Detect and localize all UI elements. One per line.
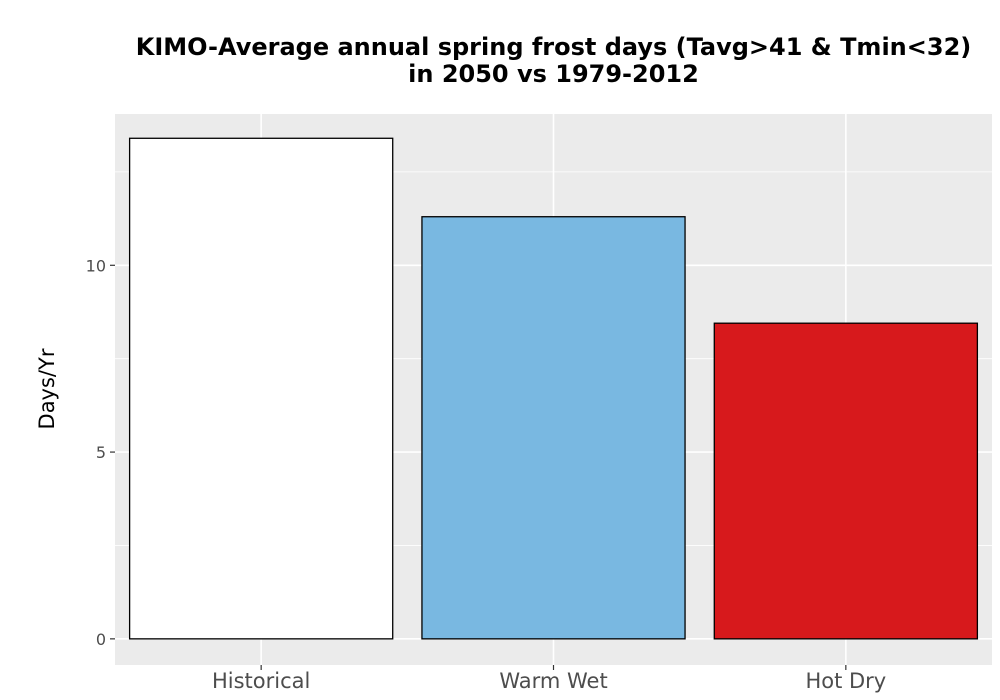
bar-historical: [128, 137, 394, 640]
y-tick-label: 10: [86, 256, 106, 275]
chart-title-line2: in 2050 vs 1979-2012: [408, 60, 699, 88]
x-tick-label: Hot Dry: [805, 669, 886, 693]
x-tick-label: Warm Wet: [499, 669, 607, 693]
y-tick-label: 5: [96, 443, 106, 462]
y-tick-label: 0: [96, 630, 106, 649]
bar-warm-wet: [421, 216, 686, 640]
x-tick-label: Historical: [212, 669, 310, 693]
chart-title: KIMO-Average annual spring frost days (T…: [135, 33, 972, 61]
bar-hot-dry: [713, 322, 979, 640]
